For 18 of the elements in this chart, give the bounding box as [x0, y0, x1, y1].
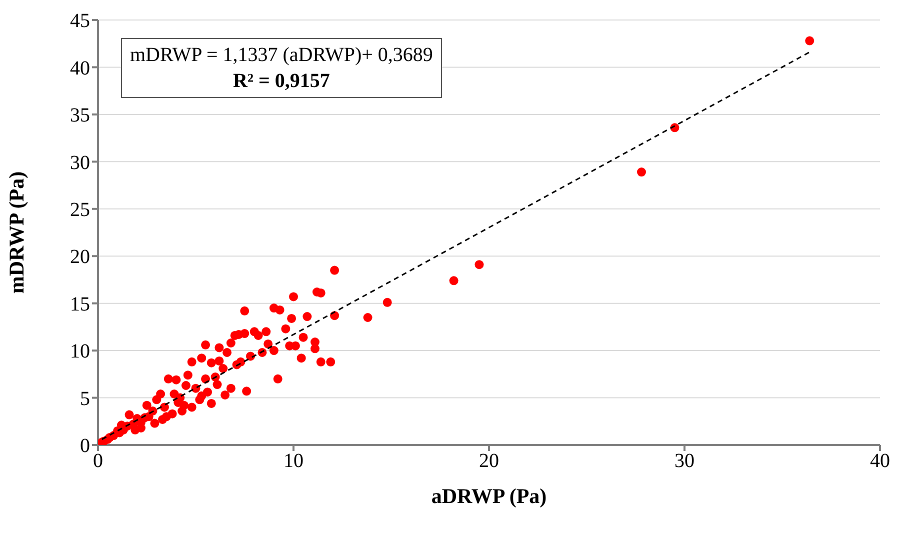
y-axis-title: mDRWP (Pa) [4, 171, 28, 294]
y-tick-label: 0 [80, 435, 90, 458]
x-tick-label: 30 [674, 450, 694, 472]
x-axis-title: aDRWP (Pa) [431, 484, 547, 508]
y-tick-label: 10 [70, 340, 90, 363]
x-tick-label: 10 [284, 450, 304, 472]
y-tick-label: 25 [70, 198, 90, 221]
annotation: mDRWP = 1,1337 (aDRWP)+ 0,3689 [130, 43, 433, 68]
y-tick-label: 5 [80, 388, 90, 410]
x-tick-label: 40 [870, 450, 890, 472]
y-tick-label: 30 [70, 152, 90, 174]
annotation: R² = 0,9157 [232, 69, 331, 94]
y-tick-label: 20 [70, 246, 90, 268]
y-tick-label: 15 [70, 293, 90, 316]
y-tick-label: 35 [70, 104, 90, 127]
x-tick-label: 20 [479, 450, 499, 472]
y-tick-label: 40 [70, 57, 90, 80]
y-tick-label: 45 [70, 10, 90, 32]
